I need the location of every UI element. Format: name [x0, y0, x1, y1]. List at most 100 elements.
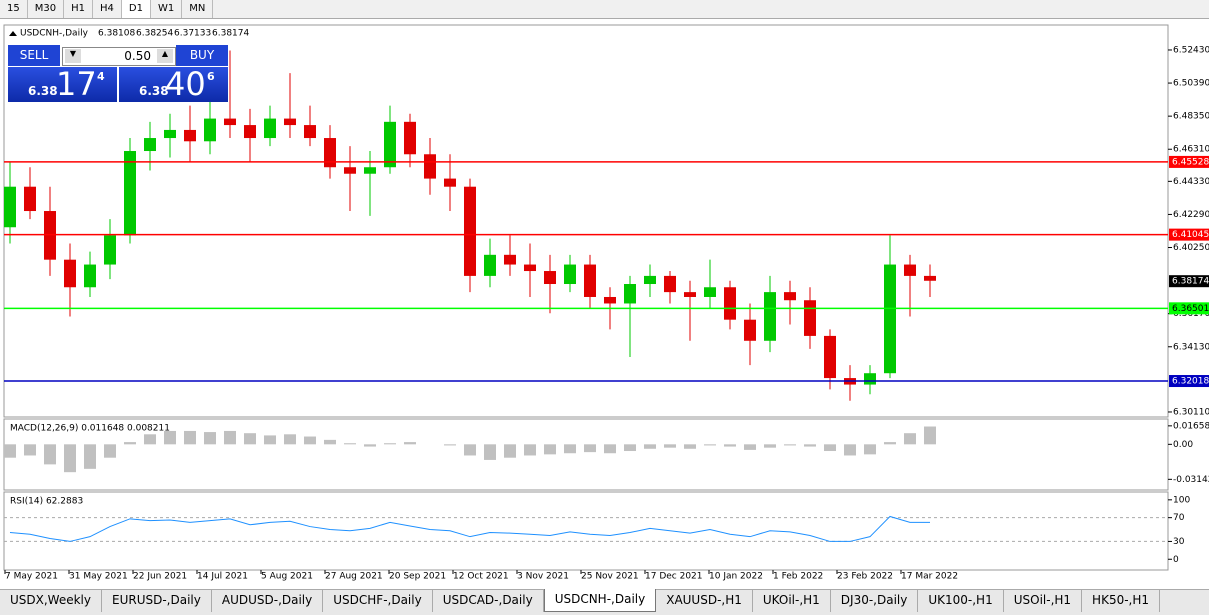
x-tick-label: 25 Nov 2021: [581, 572, 639, 582]
level-label: 6.41045: [1172, 230, 1209, 240]
quotes: 6.38108 6.38254 6.37133 6.38174: [98, 29, 249, 39]
timeframe-button[interactable]: H1: [64, 0, 93, 18]
candle-body: [644, 275, 656, 285]
macd-bar: [164, 430, 176, 445]
rsi-tick-label: 30: [1173, 537, 1185, 547]
candle-body: [304, 125, 316, 139]
level-tag: [1169, 302, 1209, 315]
chart-tab[interactable]: USDCAD-,Daily: [433, 590, 544, 612]
macd-bar: [224, 430, 236, 445]
current-price-tag: [1169, 275, 1209, 288]
y-tick-label: 6.40250: [1173, 243, 1209, 253]
macd-bar: [464, 444, 476, 456]
x-tick-label: 17 Mar 2022: [901, 572, 958, 582]
collapse-icon[interactable]: [9, 31, 17, 36]
macd-bar: [704, 444, 716, 446]
bid-prefix: 6.38: [28, 84, 58, 98]
buy-button[interactable]: BUY: [176, 45, 228, 66]
rsi-line: [9, 515, 930, 542]
macd-bar: [664, 444, 676, 448]
x-tick-label: 12 Oct 2021: [453, 572, 509, 582]
chart-tab[interactable]: DJ30-,Daily: [831, 590, 919, 612]
timeframe-button[interactable]: H4: [93, 0, 122, 18]
macd-bar: [44, 444, 56, 465]
timeframe-button[interactable]: M30: [28, 0, 65, 18]
x-tick-label: 22 Jun 2021: [133, 572, 187, 582]
candle-body: [64, 259, 76, 288]
chart-tab[interactable]: EURUSD-,Daily: [102, 590, 212, 612]
volume-input[interactable]: ▼ 0.50 ▲: [62, 47, 176, 66]
timeframe-button[interactable]: D1: [121, 0, 151, 18]
candle-body: [884, 264, 896, 374]
candle-body: [924, 275, 936, 281]
chart-tab[interactable]: UKOil-,H1: [753, 590, 831, 612]
candle-body: [184, 129, 196, 142]
x-tick-label: 31 May 2021: [69, 572, 128, 582]
timeframe-toolbar: 15 M30 H1 H4 D1 W1 MN: [0, 0, 1209, 19]
chart-tab[interactable]: HK50-,H1: [1082, 590, 1161, 612]
candle-body: [404, 121, 416, 155]
chart-tab[interactable]: XAUUSD-,H1: [656, 590, 753, 612]
timeframe-button[interactable]: W1: [151, 0, 183, 18]
macd-bar: [144, 434, 156, 445]
one-click-trading: SELL ▼ 0.50 ▲ BUY 6.38 17 4 6.38 40 6: [8, 45, 229, 103]
chart-tab[interactable]: AUDUSD-,Daily: [212, 590, 324, 612]
chart-tab[interactable]: USOil-,H1: [1004, 590, 1083, 612]
candle-body: [704, 287, 716, 297]
timeframe-button[interactable]: MN: [182, 0, 214, 18]
decrease-button[interactable]: ▼: [65, 49, 81, 63]
macd-bar: [924, 426, 936, 445]
chart-tab[interactable]: USDCNH-,Daily: [543, 589, 657, 612]
macd-bar: [304, 436, 316, 445]
current-price: 6.38174: [1172, 277, 1209, 287]
candle-body: [684, 292, 696, 297]
candle-body: [564, 264, 576, 285]
candle-body: [164, 129, 176, 139]
macd-bar: [824, 444, 836, 452]
macd-bar: [324, 439, 336, 445]
macd-bar: [504, 444, 516, 458]
chart-tabs: USDX,Weekly EURUSD-,Daily AUDUSD-,Daily USD…: [0, 589, 1209, 615]
candle-body: [104, 235, 116, 265]
chart-tab[interactable]: UK100-,H1: [918, 590, 1004, 612]
macd-tick-label: 0.00: [1173, 440, 1193, 450]
y-tick-label: 6.44330: [1173, 177, 1209, 187]
increase-button[interactable]: ▲: [157, 49, 173, 63]
candle-body: [124, 151, 136, 236]
chart-tab[interactable]: USDCHF-,Daily: [323, 590, 433, 612]
y-tick-label: 6.30110: [1173, 407, 1209, 417]
macd-bar: [484, 444, 496, 460]
macd-bar: [784, 444, 796, 446]
level-label: 6.32018: [1172, 377, 1209, 387]
chart-window: USDCNH-,Daily 6.38108 6.38254 6.37133 6.381…: [0, 19, 1209, 589]
level-tag: [1169, 228, 1209, 241]
candle-body: [764, 292, 776, 341]
candle-body: [804, 300, 816, 336]
candle-body: [264, 118, 276, 139]
ask-price[interactable]: 6.38 40 6: [119, 65, 228, 103]
candle-body: [144, 138, 156, 152]
candle-body: [224, 118, 236, 126]
chart-background: [0, 19, 1209, 589]
y-tick-label: 6.34130: [1173, 342, 1209, 352]
symbol-title: USDCNH-,Daily: [20, 29, 89, 39]
bid-fraction: 4: [97, 70, 105, 83]
macd-bar: [84, 444, 96, 469]
candle-body: [284, 118, 296, 126]
candle-body: [524, 264, 536, 272]
timeframe-button[interactable]: 15: [0, 0, 28, 18]
rsi-tick-label: 70: [1173, 513, 1185, 523]
macd-bar: [544, 444, 556, 455]
y-tick-label: 6.48350: [1173, 112, 1209, 122]
macd-bar: [744, 444, 756, 450]
macd-bar: [804, 444, 816, 447]
rsi-tick-label: 0: [1173, 555, 1179, 565]
candle-body: [664, 275, 676, 293]
sell-button[interactable]: SELL: [8, 45, 60, 66]
candle-body: [604, 296, 616, 304]
bid-price[interactable]: 6.38 17 4: [8, 65, 117, 103]
macd-bar: [64, 444, 76, 473]
macd-bar: [4, 444, 16, 458]
chart-tab[interactable]: USDX,Weekly: [0, 590, 102, 612]
macd-bar: [584, 444, 596, 453]
